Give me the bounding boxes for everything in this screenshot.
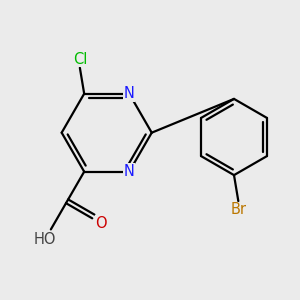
Text: HO: HO: [34, 232, 56, 247]
Text: O: O: [95, 216, 107, 231]
Text: Br: Br: [230, 202, 246, 217]
Text: Cl: Cl: [73, 52, 87, 67]
Text: N: N: [124, 164, 135, 179]
Text: N: N: [124, 86, 135, 101]
